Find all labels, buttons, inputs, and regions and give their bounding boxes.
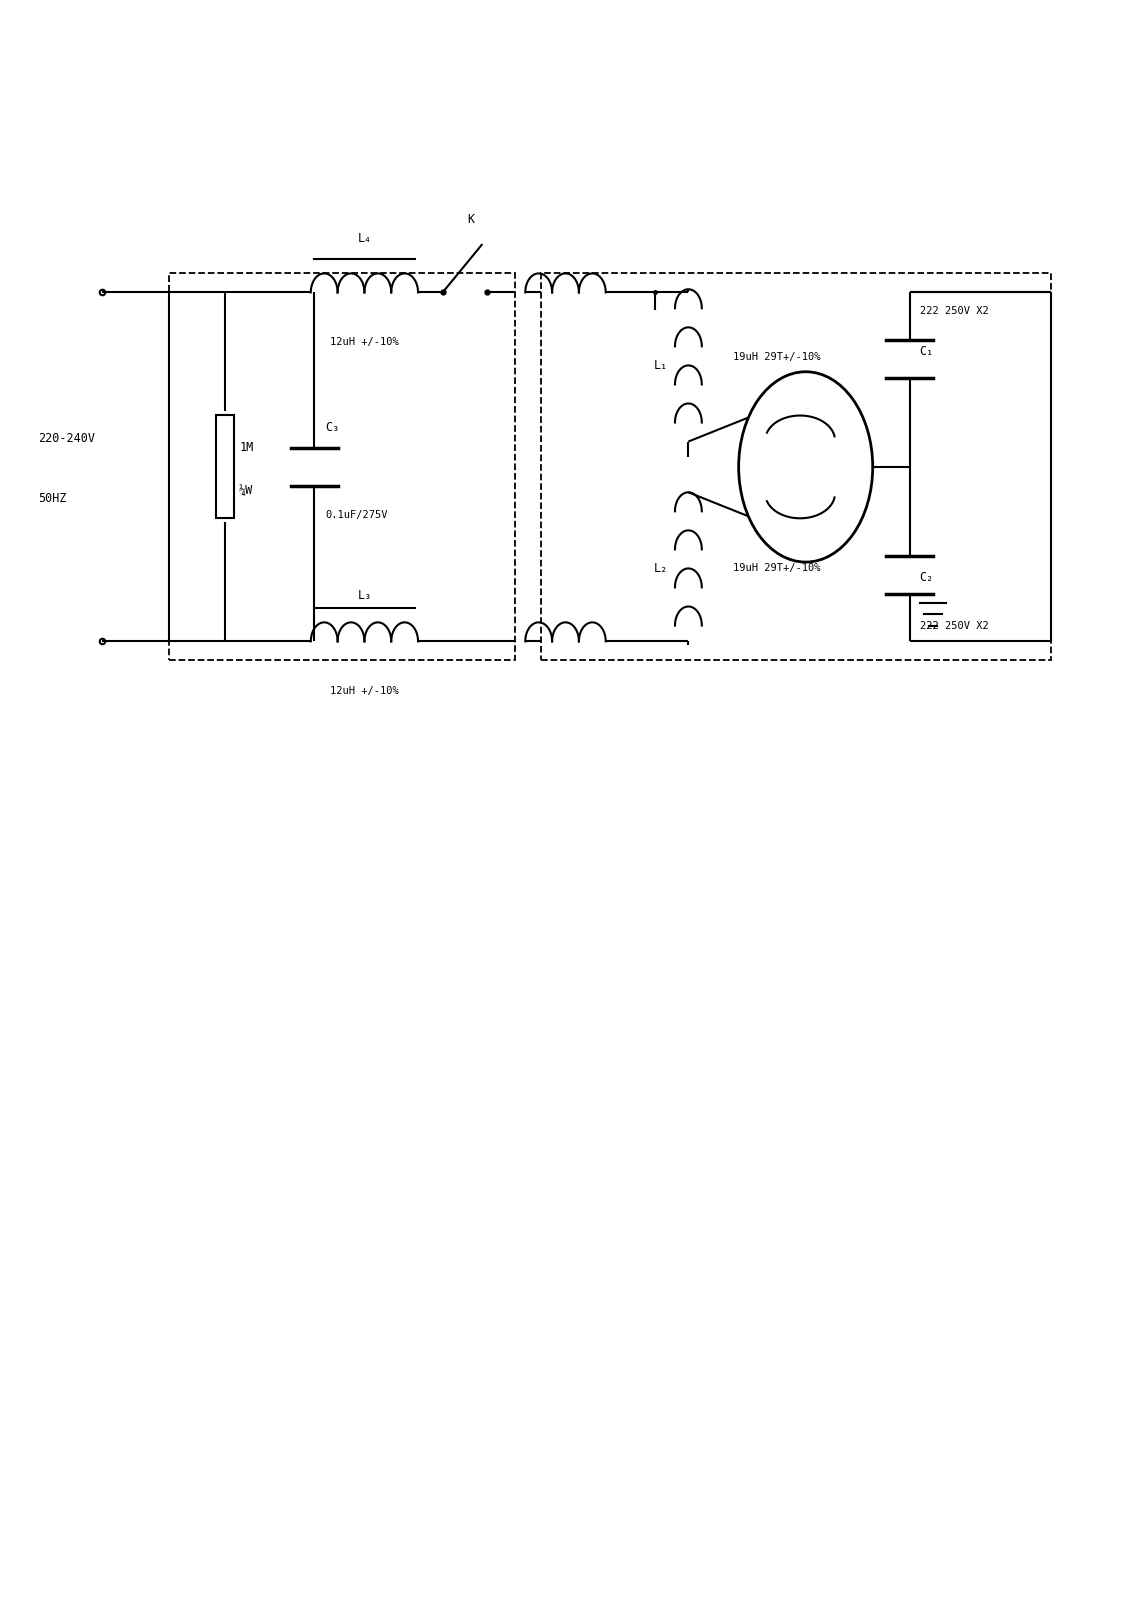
Text: L₂: L₂ xyxy=(654,562,668,574)
Text: C₃: C₃ xyxy=(326,421,339,434)
Bar xyxy=(541,274,1052,661)
Text: L₄: L₄ xyxy=(357,232,372,245)
Text: 220-240V: 220-240V xyxy=(38,432,95,445)
Text: L₃: L₃ xyxy=(357,589,372,602)
Text: 222 250V X2: 222 250V X2 xyxy=(920,621,988,630)
Bar xyxy=(216,416,234,518)
Text: 12uH +/-10%: 12uH +/-10% xyxy=(330,338,399,347)
Text: ¼W: ¼W xyxy=(240,485,253,498)
Text: K: K xyxy=(467,213,474,226)
Text: 222 250V X2: 222 250V X2 xyxy=(920,307,988,317)
Text: 19uH 29T+/-10%: 19uH 29T+/-10% xyxy=(733,563,821,573)
Bar xyxy=(169,274,516,661)
Text: C₁: C₁ xyxy=(920,344,934,358)
Text: 1M: 1M xyxy=(240,442,253,454)
Text: 12uH +/-10%: 12uH +/-10% xyxy=(330,686,399,696)
Text: 0.1uF/275V: 0.1uF/275V xyxy=(326,509,388,520)
Text: 50HZ: 50HZ xyxy=(38,493,67,506)
Text: L₁: L₁ xyxy=(654,358,668,371)
Text: 19uH 29T+/-10%: 19uH 29T+/-10% xyxy=(733,352,821,363)
Text: C₂: C₂ xyxy=(920,571,934,584)
